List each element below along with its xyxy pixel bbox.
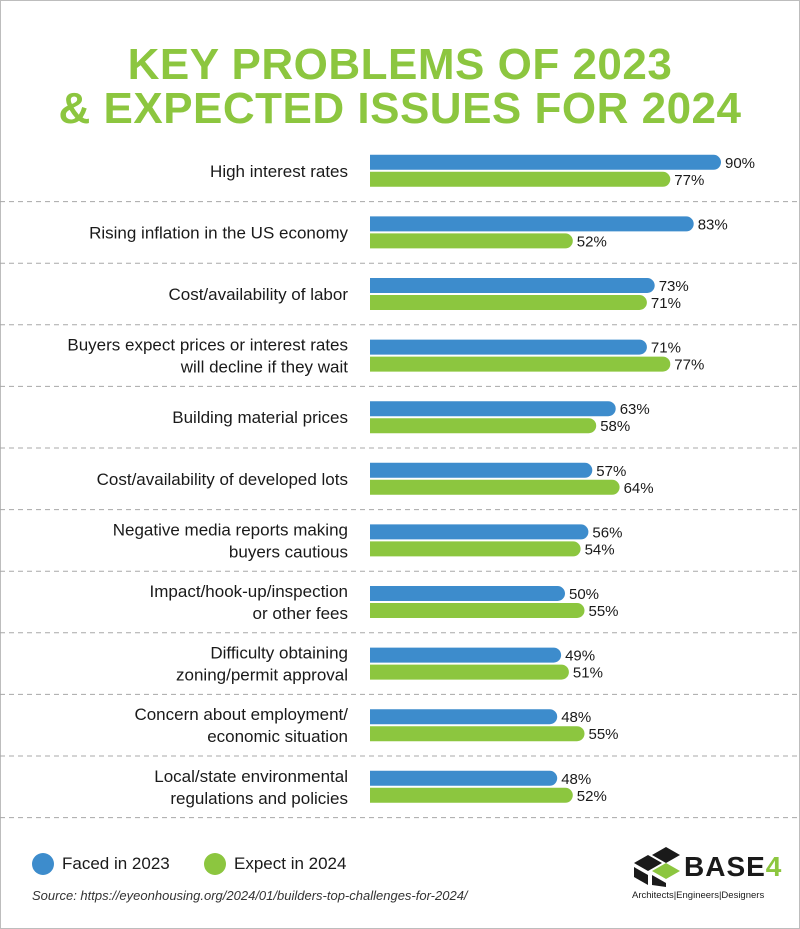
category-label: Impact/hook-up/inspection bbox=[150, 582, 348, 601]
category-label: Local/state environmental bbox=[154, 767, 348, 786]
bar-2024 bbox=[370, 295, 647, 310]
legend-swatch-2024 bbox=[204, 853, 226, 875]
bar-2024 bbox=[370, 233, 573, 249]
bar-2024 bbox=[370, 171, 671, 187]
legend-item-2024: Expect in 2024 bbox=[204, 853, 346, 875]
bar-2023 bbox=[370, 401, 616, 417]
category-label: economic situation bbox=[207, 727, 348, 746]
value-label-2023: 57% bbox=[596, 463, 626, 480]
bar-chart: High interest rates 90% 77% Rising inflatio… bbox=[0, 154, 800, 819]
source-citation: Source: https://eyeonhousing.org/2024/01… bbox=[32, 888, 468, 903]
bar-2023 bbox=[370, 278, 655, 293]
value-label-2024: 77% bbox=[674, 357, 704, 374]
bar-2023 bbox=[370, 216, 694, 232]
value-label-2023: 83% bbox=[698, 216, 728, 233]
value-label-2024: 64% bbox=[624, 480, 654, 497]
value-label-2024: 58% bbox=[600, 418, 630, 435]
value-label-2023: 50% bbox=[569, 586, 599, 603]
bar-2024 bbox=[370, 603, 585, 618]
bar-2023 bbox=[370, 154, 722, 170]
value-label-2023: 63% bbox=[620, 401, 650, 418]
bar-2023 bbox=[370, 770, 558, 786]
category-label: buyers cautious bbox=[229, 542, 348, 561]
bar-2024 bbox=[370, 541, 581, 557]
legend-swatch-2023 bbox=[32, 853, 54, 875]
chart-title-line-2: & EXPECTED ISSUES FOR 2024 bbox=[58, 84, 742, 133]
bar-2024 bbox=[370, 479, 620, 495]
legend-label-2024: Expect in 2024 bbox=[234, 854, 347, 873]
bar-2024 bbox=[370, 356, 671, 372]
value-label-2023: 73% bbox=[659, 278, 689, 295]
category-label: Cost/availability of labor bbox=[168, 285, 348, 304]
value-label-2023: 90% bbox=[725, 155, 755, 172]
value-label-2023: 49% bbox=[565, 648, 595, 665]
category-label: Cost/availability of developed lots bbox=[97, 470, 348, 489]
category-label: Negative media reports making bbox=[113, 520, 348, 539]
bar-2024 bbox=[370, 787, 573, 803]
base4-logo: BASE4 Architects|Engineers|Designers bbox=[632, 845, 781, 905]
chart-title-line-1: KEY PROBLEMS OF 2023 bbox=[127, 40, 673, 89]
logo-tagline: Architects|Engineers|Designers bbox=[632, 890, 765, 901]
value-label-2023: 48% bbox=[561, 771, 591, 788]
legend-item-2023: Faced in 2023 bbox=[32, 853, 170, 875]
logo-wordmark: BASE4 bbox=[684, 851, 782, 883]
bar-2023 bbox=[370, 524, 589, 540]
value-label-2024: 52% bbox=[577, 233, 607, 250]
value-label-2023: 48% bbox=[561, 709, 591, 726]
category-label: zoning/permit approval bbox=[176, 666, 348, 685]
logo-name: BASE bbox=[684, 851, 766, 882]
bar-2023 bbox=[370, 709, 558, 725]
bar-2023 bbox=[370, 586, 565, 601]
legend-label-2023: Faced in 2023 bbox=[62, 854, 170, 873]
value-label-2024: 51% bbox=[573, 665, 603, 682]
category-label: will decline if they wait bbox=[180, 358, 349, 377]
category-label: Concern about employment/ bbox=[134, 705, 348, 724]
value-label-2024: 55% bbox=[589, 603, 619, 620]
logo-suffix: 4 bbox=[765, 851, 783, 882]
logo-cube-icon bbox=[634, 847, 680, 887]
category-label: Buyers expect prices or interest rates bbox=[67, 336, 348, 355]
bar-2023 bbox=[370, 462, 593, 478]
value-label-2024: 52% bbox=[577, 788, 607, 805]
bar-2024 bbox=[370, 664, 569, 680]
category-label: Building material prices bbox=[172, 408, 348, 427]
category-label: Difficulty obtaining bbox=[210, 644, 348, 663]
value-label-2024: 77% bbox=[674, 172, 704, 189]
bar-2023 bbox=[370, 647, 562, 663]
bar-2024 bbox=[370, 726, 585, 742]
category-label: High interest rates bbox=[210, 162, 348, 181]
value-label-2024: 55% bbox=[589, 726, 619, 743]
value-label-2024: 54% bbox=[585, 541, 615, 558]
value-label-2023: 71% bbox=[651, 340, 681, 357]
value-label-2023: 56% bbox=[592, 524, 622, 541]
category-label: regulations and policies bbox=[170, 789, 348, 808]
category-label: Rising inflation in the US economy bbox=[89, 223, 348, 242]
value-label-2024: 71% bbox=[651, 295, 681, 312]
category-label: or other fees bbox=[253, 604, 348, 623]
bar-2024 bbox=[370, 418, 597, 434]
bar-2023 bbox=[370, 339, 647, 355]
